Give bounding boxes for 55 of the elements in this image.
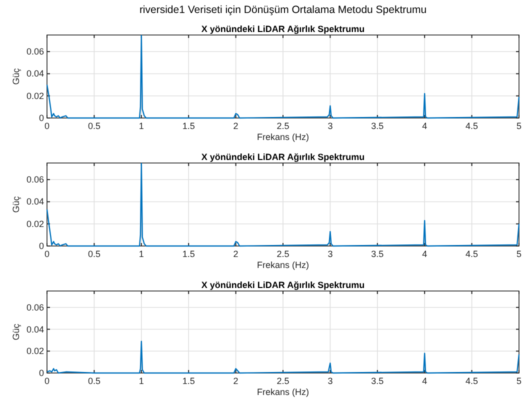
x-tick-label: 3: [328, 249, 333, 259]
text: riverside1 Veriseti için Dönüşüm Ortalama Metodu Spektrumu: [139, 4, 427, 16]
x-tick-label: 0.5: [88, 249, 100, 259]
x-tick-label: 1.5: [182, 121, 195, 131]
x-tick-label: 3: [328, 121, 333, 131]
x-axis-title: Frekans (Hz): [256, 132, 310, 142]
chart-title: X yönündeki LiDAR Ağırlık Spektrumu: [201, 152, 365, 162]
x-tick-label: 4.5: [466, 376, 478, 386]
y-axis-title: Güç: [11, 68, 21, 85]
y-tick-label: 0.06: [26, 46, 44, 57]
x-tick-label: 2: [233, 121, 238, 131]
x-tick-label: 3.5: [371, 376, 384, 386]
y-tick-label: 0.02: [26, 218, 44, 229]
x-tick-label: 0.5: [88, 121, 100, 131]
y-tick-label: 0.02: [26, 90, 44, 101]
x-tick-label: 3.5: [371, 121, 384, 131]
x-tick-label: 4: [422, 376, 428, 386]
x-tick-label: 5: [516, 249, 522, 259]
x-tick-label: 2: [233, 249, 238, 259]
x-tick-label: 3: [328, 376, 333, 386]
y-tick-label: 0.04: [26, 68, 44, 79]
x-tick-label: 0.5: [88, 376, 100, 386]
x-tick-label: 4: [422, 121, 428, 131]
chart-title: X yönündeki LiDAR Ağırlık Spektrumu: [201, 24, 365, 34]
x-tick-label: 1: [138, 121, 144, 131]
x-tick-label: 2: [233, 376, 238, 386]
line-series: [46, 340, 520, 374]
y-tick-label: 0: [38, 113, 44, 123]
y-tick-label: 0: [38, 368, 44, 378]
y-tick-label: 0.06: [26, 174, 44, 185]
x-tick-label: 2.5: [276, 121, 290, 131]
y-tick-label: 0: [38, 241, 44, 251]
x-tick-label: 1.5: [182, 376, 195, 386]
x-tick-label: 2.5: [276, 249, 290, 259]
line-series: [46, 35, 520, 119]
line-series: [46, 163, 520, 247]
x-tick-label: 2.5: [276, 376, 290, 386]
x-tick-label: 1: [138, 249, 144, 259]
chart-title: X yönündeki LiDAR Ağırlık Spektrumu: [201, 280, 365, 290]
x-axis-title: Frekans (Hz): [256, 387, 310, 397]
x-axis-title: Frekans (Hz): [256, 260, 310, 270]
y-tick-label: 0.06: [26, 302, 44, 312]
x-tick-label: 3.5: [371, 249, 384, 259]
y-tick-label: 0.04: [26, 324, 44, 334]
x-tick-label: 1: [138, 376, 144, 386]
x-tick-label: 5: [516, 121, 522, 131]
x-tick-label: 4.5: [466, 121, 478, 131]
y-axis-title: Güç: [11, 323, 21, 340]
x-tick-label: 5: [516, 376, 522, 386]
x-tick-label: 4.5: [466, 249, 478, 259]
y-tick-label: 0.04: [26, 196, 44, 207]
y-axis-title: Güç: [11, 196, 21, 213]
x-tick-label: 1.5: [182, 249, 195, 259]
x-tick-label: 4: [422, 249, 428, 259]
y-tick-label: 0.02: [26, 346, 44, 356]
